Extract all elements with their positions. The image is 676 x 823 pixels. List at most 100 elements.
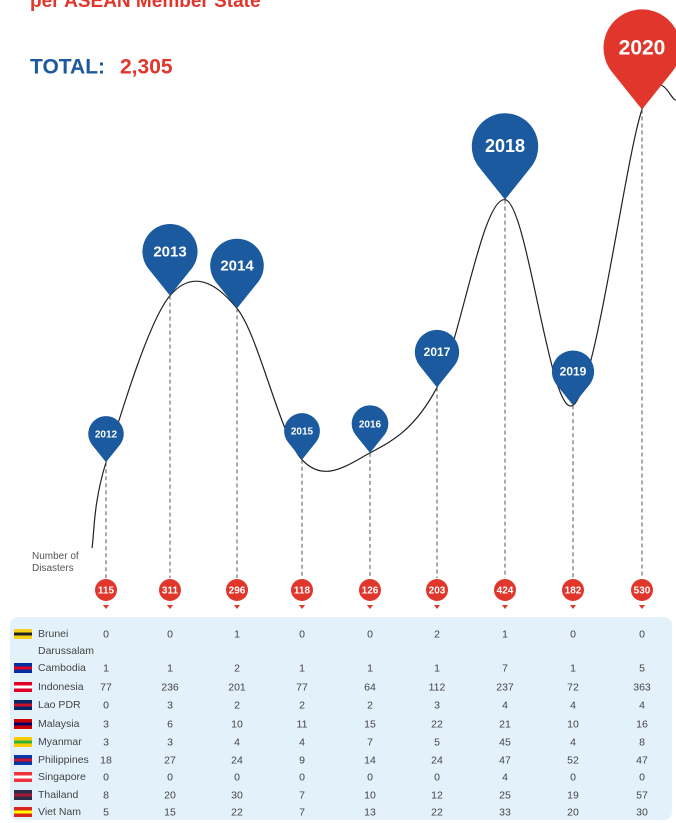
- table-cell: 5: [434, 736, 440, 748]
- total-badge: [562, 579, 584, 601]
- pin: [142, 224, 198, 296]
- table-cell: 8: [103, 789, 109, 801]
- total-badge: [159, 579, 181, 601]
- table-cell: 33: [499, 806, 511, 818]
- axis-label-line: Number of: [32, 551, 79, 562]
- axis-label-line: Disasters: [32, 563, 74, 574]
- table-cell: 2: [434, 628, 440, 640]
- badge-arrow: [502, 605, 508, 609]
- total-badge-value: 126: [362, 586, 379, 597]
- table-cell: 4: [502, 699, 508, 711]
- table-cell: 7: [367, 736, 373, 748]
- table-cell: 1: [434, 662, 440, 674]
- table-cell: 1: [167, 662, 173, 674]
- table-cell: 45: [499, 736, 511, 748]
- table-cell: 0: [103, 771, 109, 783]
- axis-label: Number of Disasters: [32, 551, 79, 574]
- table-cell: 20: [164, 789, 176, 801]
- table-cell: 18: [100, 754, 112, 766]
- table-cell: 4: [570, 699, 576, 711]
- badge-arrow: [234, 605, 240, 609]
- table-cell: 25: [499, 789, 511, 801]
- table-cell: 1: [299, 662, 305, 674]
- table-cell: 4: [502, 771, 508, 783]
- table-cell: 201: [228, 681, 246, 693]
- flag-stripe: [14, 703, 32, 707]
- country-name: Singapore: [38, 770, 86, 783]
- country-name: Malaysia: [38, 717, 80, 730]
- total-badge: [226, 579, 248, 601]
- flag-stripe: [14, 793, 32, 797]
- pin: [284, 413, 320, 460]
- table-cell: 2: [234, 699, 240, 711]
- table-cell: 112: [429, 681, 446, 693]
- flag-stripe: [14, 758, 32, 762]
- table-cell: 236: [161, 681, 179, 693]
- flag-stripe: [14, 775, 32, 779]
- pin: [551, 350, 595, 406]
- table-cell: 15: [164, 806, 176, 818]
- table-cell: 0: [103, 699, 109, 711]
- table-cell: 47: [636, 754, 648, 766]
- table-cell: 30: [636, 806, 648, 818]
- table-cell: 8: [639, 736, 645, 748]
- pin-year: 2019: [560, 365, 587, 379]
- table-background: [10, 617, 672, 820]
- flag-stripe: [14, 685, 32, 689]
- table-cell: 4: [639, 699, 645, 711]
- table-cell: 2: [367, 699, 373, 711]
- flag-stripe: [14, 810, 32, 814]
- table-cell: 7: [299, 806, 305, 818]
- total-badge-value: 115: [98, 586, 115, 597]
- table-cell: 3: [167, 699, 173, 711]
- badge-arrow: [639, 605, 645, 609]
- table-cell: 7: [299, 789, 305, 801]
- pin-year: 2014: [220, 257, 254, 274]
- country-name: Lao PDR: [38, 698, 81, 711]
- table-cell: 237: [496, 681, 514, 693]
- total-badge-value: 118: [294, 586, 311, 597]
- country-name: Cambodia: [38, 661, 86, 674]
- table-cell: 47: [499, 754, 511, 766]
- total-badge: [631, 579, 653, 601]
- table-cell: 1: [367, 662, 373, 674]
- table-cell: 5: [103, 806, 109, 818]
- table-cell: 30: [231, 789, 243, 801]
- total-badge-value: 182: [565, 586, 582, 597]
- table-cell: 3: [434, 699, 440, 711]
- flag-stripe: [14, 666, 32, 670]
- pin-year: 2015: [291, 427, 314, 438]
- total-badge-value: 296: [229, 586, 246, 597]
- table-cell: 10: [567, 718, 579, 730]
- table-cell: 0: [234, 771, 240, 783]
- total-badge: [359, 579, 381, 601]
- table-cell: 9: [299, 754, 305, 766]
- table-cell: 4: [234, 736, 240, 748]
- total-badge: [291, 579, 313, 601]
- country-name: Indonesia: [38, 680, 84, 693]
- table-cell: 77: [100, 681, 112, 693]
- badge-arrow: [299, 605, 305, 609]
- total-badge-value: 530: [634, 586, 651, 597]
- table-cell: 5: [639, 662, 645, 674]
- badge-arrow: [167, 605, 173, 609]
- table-cell: 22: [231, 806, 243, 818]
- table-cell: 10: [364, 789, 376, 801]
- table-cell: 77: [296, 681, 308, 693]
- table-cell: 4: [570, 736, 576, 748]
- table-cell: 0: [167, 628, 173, 640]
- table-cell: 14: [364, 754, 376, 766]
- table-cell: 21: [499, 718, 511, 730]
- table-cell: 0: [299, 771, 305, 783]
- table-cell: 3: [103, 718, 109, 730]
- table-cell: 7: [502, 662, 508, 674]
- badge-arrow: [434, 605, 440, 609]
- pin-year: 2017: [424, 345, 451, 359]
- pin-year: 2012: [95, 429, 118, 440]
- pin: [88, 416, 124, 463]
- table-cell: 27: [164, 754, 176, 766]
- badge-arrow: [103, 605, 109, 609]
- table-cell: 4: [299, 736, 305, 748]
- table-cell: 64: [364, 681, 376, 693]
